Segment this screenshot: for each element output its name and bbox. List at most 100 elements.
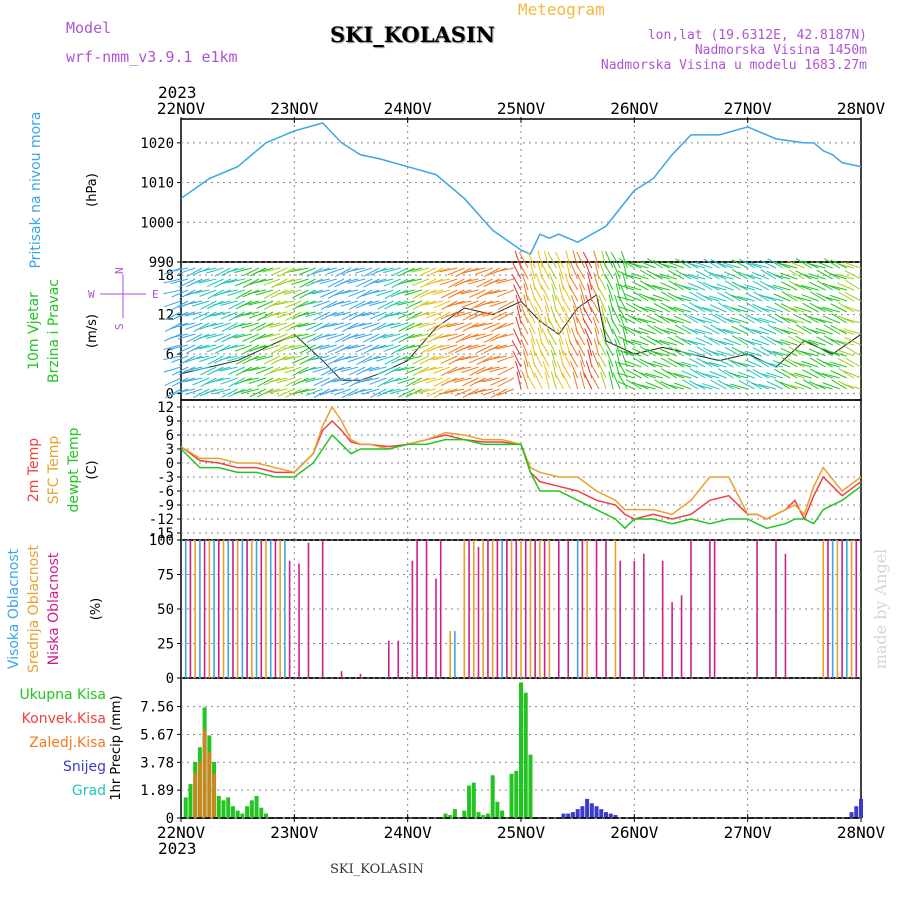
wind-arrow xyxy=(341,377,359,386)
precip-axis-label: 1hr Precip (mm) xyxy=(109,695,124,800)
wind-arrow xyxy=(179,289,196,299)
wind-arrow xyxy=(564,272,572,291)
wind-arrow xyxy=(382,333,401,339)
wind-arrow xyxy=(440,355,458,364)
wind-arrow xyxy=(534,372,543,390)
wind-arrow xyxy=(213,322,231,330)
wind-arrow xyxy=(257,311,274,322)
wind-arrow xyxy=(715,340,734,346)
wind-arrow xyxy=(759,326,777,335)
wind-arrow xyxy=(412,366,430,377)
wind-arrow xyxy=(638,317,656,324)
wind-arrow xyxy=(383,267,401,274)
wind-arrow xyxy=(576,339,586,357)
wind-arrow xyxy=(490,377,508,386)
wind-arrow xyxy=(844,270,862,280)
wind-arrow xyxy=(682,313,699,324)
wind-arrow xyxy=(513,284,522,302)
wind-arrow xyxy=(744,339,762,346)
wind-arrow xyxy=(584,262,593,280)
wind-arrow xyxy=(530,338,536,357)
wind-arrow xyxy=(666,383,685,390)
wind-arrow xyxy=(482,311,500,317)
wind-arrow xyxy=(659,273,677,280)
wind-arrow xyxy=(582,306,593,324)
wind-arrow xyxy=(795,258,812,269)
wind-arrow xyxy=(631,348,649,357)
precip-bar xyxy=(216,795,221,818)
wind-arrow xyxy=(453,300,472,306)
wind-arrow xyxy=(483,333,500,343)
wind-arrow xyxy=(427,333,444,344)
wind-arrow xyxy=(382,322,401,328)
wind-arrow xyxy=(177,333,196,340)
wind-arrow xyxy=(766,314,784,324)
wind-arrow xyxy=(418,311,437,317)
wind-arrow xyxy=(618,258,635,269)
wind-arrow xyxy=(468,322,486,329)
wind-arrow xyxy=(625,302,642,313)
wind-arrow xyxy=(673,361,692,368)
wind-arrow xyxy=(193,322,210,333)
wind-arrow xyxy=(355,278,373,288)
wind-arrow xyxy=(269,322,288,328)
wind-arrow xyxy=(341,311,359,321)
bottom-day-tick-label: 27NOV xyxy=(724,823,773,842)
wind-arrow xyxy=(320,366,338,376)
wind-arrow xyxy=(616,296,635,302)
wind-arrow xyxy=(617,349,635,357)
wind-arrow xyxy=(824,258,841,269)
wind-arrow xyxy=(746,379,763,390)
wind-arrow xyxy=(460,344,479,350)
model-altitude-label: Nadmorska Visina u modelu 1683.27m xyxy=(600,58,867,73)
wind-arrow xyxy=(319,344,337,350)
wind-arrow xyxy=(177,322,196,328)
wind-arrow xyxy=(533,296,543,313)
wind-arrow xyxy=(192,377,210,386)
wind-arrow xyxy=(235,355,253,365)
wind-arrow xyxy=(291,322,309,329)
wind-arrow xyxy=(213,388,231,395)
y-tick-label: 3 xyxy=(166,442,174,458)
wind-arrow xyxy=(297,377,316,383)
watermark-text: made by Angel xyxy=(871,549,890,670)
precip-legend-item: Grad xyxy=(72,783,106,799)
wind-arrow xyxy=(606,283,614,302)
wind-arrow xyxy=(532,362,543,379)
wind-arrow xyxy=(526,317,536,335)
wind-arrow xyxy=(558,338,564,357)
wind-arrow xyxy=(475,267,493,275)
model-name: wrf-nmm_v3.9.1 e1km xyxy=(66,48,238,66)
wind-arrow xyxy=(647,258,663,269)
wind-arrow xyxy=(299,278,316,288)
wind-arrow xyxy=(446,388,465,394)
wind-arrow xyxy=(518,252,529,269)
wind-arrow xyxy=(404,344,422,350)
wind-arrow xyxy=(511,274,522,291)
wind-arrow xyxy=(468,278,486,285)
precip-bar xyxy=(580,806,585,818)
bottom-year-label: 2023 xyxy=(158,839,197,858)
precip-bar xyxy=(476,812,481,818)
wind-arrow xyxy=(533,350,543,368)
wind-arrow xyxy=(412,289,430,299)
wind-arrow xyxy=(172,300,189,311)
wind-arrow xyxy=(455,333,472,344)
wind-arrow xyxy=(497,311,515,321)
wind-arrow xyxy=(801,360,819,368)
wind-arrow xyxy=(171,355,189,363)
wind-arrow xyxy=(652,338,670,346)
wind-arrow xyxy=(610,252,621,269)
wind-arrow xyxy=(234,388,252,394)
precip-bar-frozen xyxy=(197,761,202,818)
wind-arrow xyxy=(547,251,557,269)
wind-arrow xyxy=(184,300,203,306)
wind-arrow xyxy=(716,327,734,335)
wind-arrow xyxy=(845,346,862,357)
wind-arrow xyxy=(815,306,833,313)
wind-arrow xyxy=(751,271,770,280)
wind-arrow xyxy=(474,388,493,394)
wind-arrow xyxy=(682,379,699,390)
wind-arrow xyxy=(290,333,309,339)
wind-arrow xyxy=(737,350,755,357)
